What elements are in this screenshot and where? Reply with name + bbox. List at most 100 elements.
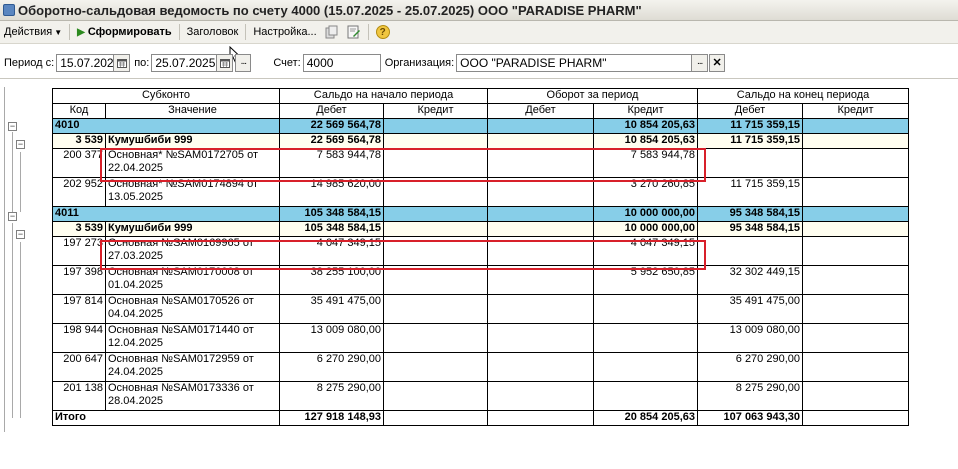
turnover-debit [487,381,594,411]
help-button[interactable]: ? [375,24,391,40]
toolbar-separator [178,24,180,40]
contract-name-line2: 12.04.2025 [108,337,164,349]
counterparty-row[interactable]: 3 539 Кумушбиби 999 105 348 584,15 10 00… [52,221,909,237]
calendar-icon[interactable] [114,54,131,72]
closing-debit: 95 348 584,15 [697,221,803,237]
turnover-debit [487,118,594,134]
table-row[interactable]: 200 647 Основная №SAM0172959 от 24.04.202… [52,352,909,382]
actions-menu[interactable]: Действия ▼ [0,23,66,41]
period-select-dots: ... [240,56,247,67]
closing-debit: 6 270 290,00 [697,352,803,382]
contract-name-line1: Основная №SAM0172959 от [108,353,254,366]
toolbar-separator [69,24,71,40]
total-opening-debit: 127 918 148,93 [279,410,384,426]
report-parameters: Период с: 15.07.2025 по: 25.07.2025 ... … [0,50,958,76]
closing-credit [802,381,909,411]
turnover-credit: 7 583 944,78 [593,148,698,178]
period-from-field[interactable]: 15.07.2025 [56,54,120,72]
closing-debit: 11 715 359,15 [697,133,803,149]
toolbar-separator [367,24,369,40]
total-row[interactable]: Итого 127 918 148,93 20 854 205,63 107 0… [52,410,909,426]
counterparty-code: 3 539 [52,221,106,237]
table-row[interactable]: 197 398 Основная №SAM0170008 от 01.04.202… [52,265,909,295]
turnover-credit: 10 000 000,00 [593,206,698,222]
header-opening-balance: Сальдо на начало периода [279,88,488,104]
contract-name: Основная* №SAM0174894 от 13.05.2025 [105,177,280,207]
collapse-group-icon[interactable]: − [8,121,17,131]
restore-settings-icon[interactable] [346,24,362,40]
contract-name-line1: Основная №SAM0170526 от [108,295,254,308]
table-row[interactable]: 197 814 Основная №SAM0170526 от 04.04.202… [52,294,909,324]
group-account-code: 4010 [52,118,280,134]
turnover-credit: 10 854 205,63 [593,133,698,149]
period-select-button[interactable]: ... [235,54,252,72]
account-field[interactable]: 4000 [302,54,381,72]
contract-name: Основная №SAM0171440 от 12.04.2025 [105,323,280,353]
calendar-icon[interactable] [217,54,234,72]
header-debit: Дебет [697,103,803,119]
closing-credit [802,133,909,149]
copy-settings-icon[interactable] [324,24,340,40]
report-window-icon [3,4,15,16]
generate-button[interactable]: ▶ Сформировать [73,23,176,41]
table-header-row: Код Значение Дебет Кредит Дебет Кредит Д… [52,103,909,119]
table-row[interactable]: 200 377 Основная* №SAM0172705 от 22.04.20… [52,148,909,178]
opening-debit: 8 275 290,00 [279,381,384,411]
contract-code: 197 273 [52,236,106,266]
window-title: Оборотно-сальдовая ведомость по счету 40… [18,2,642,18]
closing-debit: 11 715 359,15 [697,177,803,207]
opening-debit: 22 569 564,78 [279,133,384,149]
turnover-debit [487,133,594,149]
turnover-credit: 10 000 000,00 [593,221,698,237]
table-row[interactable]: 198 944 Основная №SAM0171440 от 12.04.202… [52,323,909,353]
collapse-group-icon[interactable]: − [16,139,25,149]
counterparty-name: Кумушбиби 999 [105,221,280,237]
turnover-debit [487,177,594,207]
collapse-group-icon[interactable]: − [8,211,17,221]
contract-code: 197 814 [52,294,106,324]
opening-debit: 7 583 944,78 [279,148,384,178]
closing-debit: 13 009 080,00 [697,323,803,353]
organization-select-button[interactable]: ... [692,54,709,72]
account-group-row[interactable]: 4011 105 348 584,15 10 000 000,00 95 348… [52,206,909,222]
opening-credit [383,148,488,178]
table-row[interactable]: 197 273 Основная №SAM0169965 от 27.03.202… [52,236,909,266]
header-subconto: Субконто [52,88,280,104]
opening-debit: 105 348 584,15 [279,221,384,237]
outline-guide [12,132,13,214]
period-to-field[interactable]: 25.07.2025 [151,54,218,72]
opening-debit: 6 270 290,00 [279,352,384,382]
contract-name-line1: Основная №SAM0169965 от [108,237,254,250]
opening-credit [383,133,488,149]
clear-icon[interactable]: ✕ [709,54,726,72]
table-row[interactable]: 202 952 Основная* №SAM0174894 от 13.05.20… [52,177,909,207]
account-label: Счет: [273,57,301,69]
closing-credit [802,118,909,134]
contract-name: Основная №SAM0169965 от 27.03.2025 [105,236,280,266]
opening-credit [383,221,488,237]
turnover-debit [487,221,594,237]
table-row[interactable]: 201 138 Основная №SAM0173336 от 28.04.202… [52,381,909,411]
heading-button[interactable]: Заголовок [186,26,239,38]
counterparty-row[interactable]: 3 539 Кумушбиби 999 22 569 564,78 10 854… [52,133,909,149]
header-credit: Кредит [593,103,698,119]
opening-credit [383,265,488,295]
contract-name-line2: 28.04.2025 [108,395,164,407]
opening-debit: 22 569 564,78 [279,118,384,134]
generate-button-label: Сформировать [87,26,172,38]
opening-credit [383,236,488,266]
contract-name-line2: 01.04.2025 [108,279,164,291]
opening-debit: 13 009 080,00 [279,323,384,353]
table-header-row: Субконто Сальдо на начало периода Оборот… [52,88,909,104]
organization-field[interactable]: ООО "PARADISE PHARM" [456,54,693,72]
collapse-group-icon[interactable]: − [16,229,25,239]
settings-button[interactable]: Настройка... [253,26,317,38]
total-label: Итого [52,410,280,426]
total-turnover-debit [487,410,594,426]
closing-credit [802,177,909,207]
turnover-credit [593,294,698,324]
account-group-row[interactable]: 4010 22 569 564,78 10 854 205,63 11 715 … [52,118,909,134]
outline-guide [12,223,13,418]
contract-name-line2: 22.04.2025 [108,162,164,174]
contract-name: Основная №SAM0172959 от 24.04.2025 [105,352,280,382]
